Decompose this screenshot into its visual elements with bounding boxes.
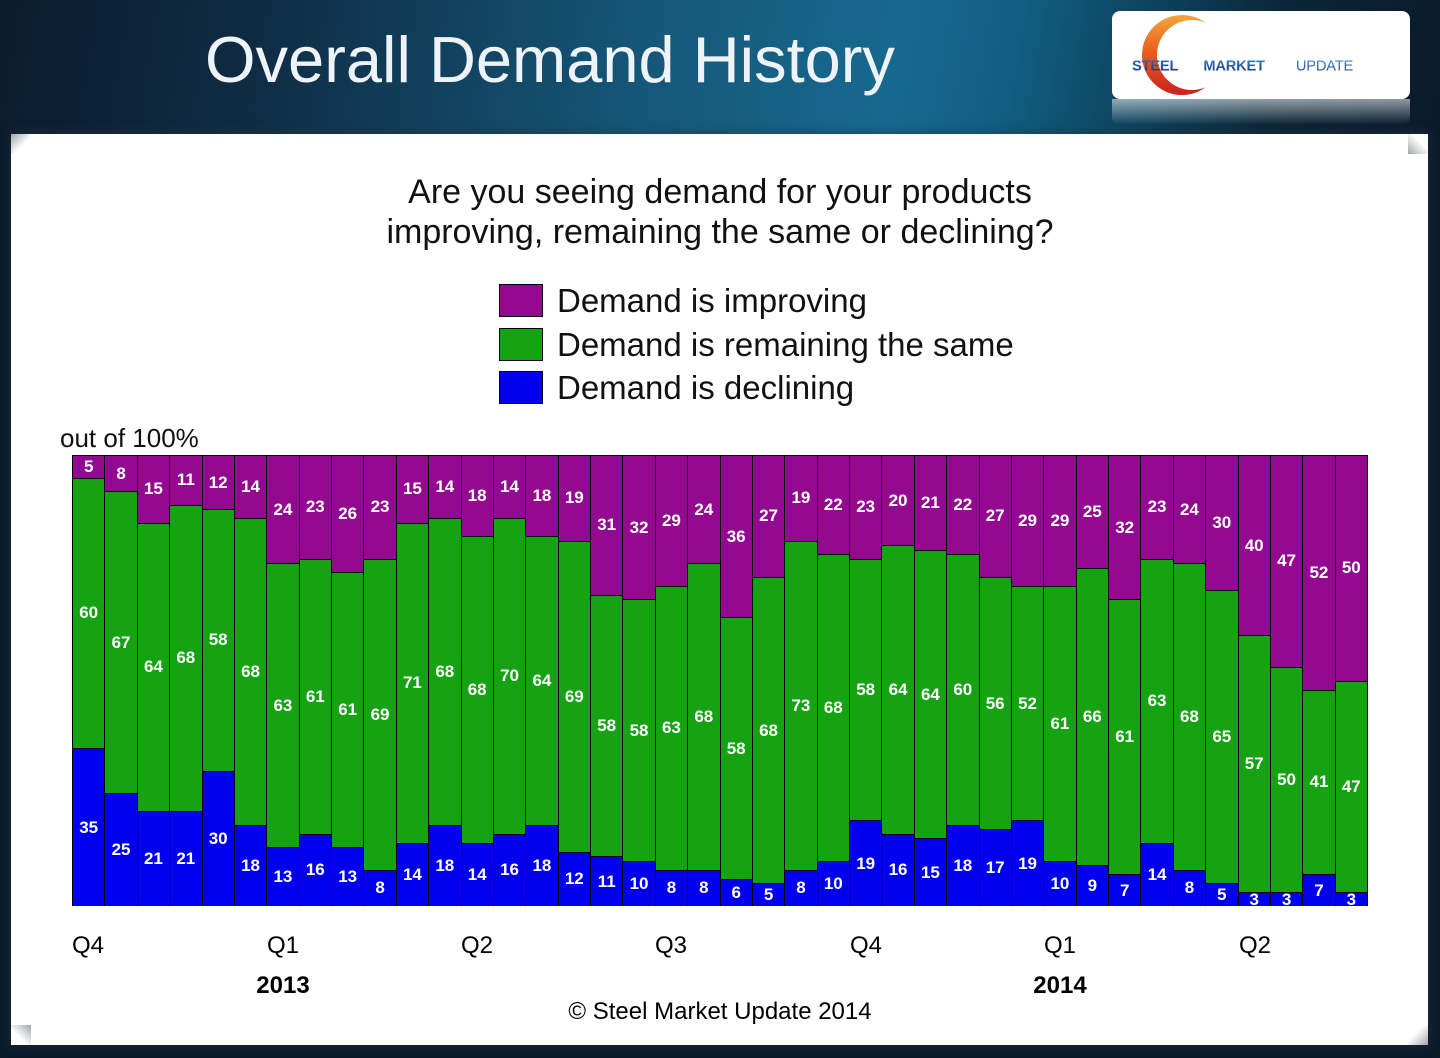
svg-text:MARKET: MARKET xyxy=(1203,59,1265,75)
svg-text:UPDATE: UPDATE xyxy=(1296,59,1354,75)
svg-text:STEEL: STEEL xyxy=(1132,59,1178,75)
